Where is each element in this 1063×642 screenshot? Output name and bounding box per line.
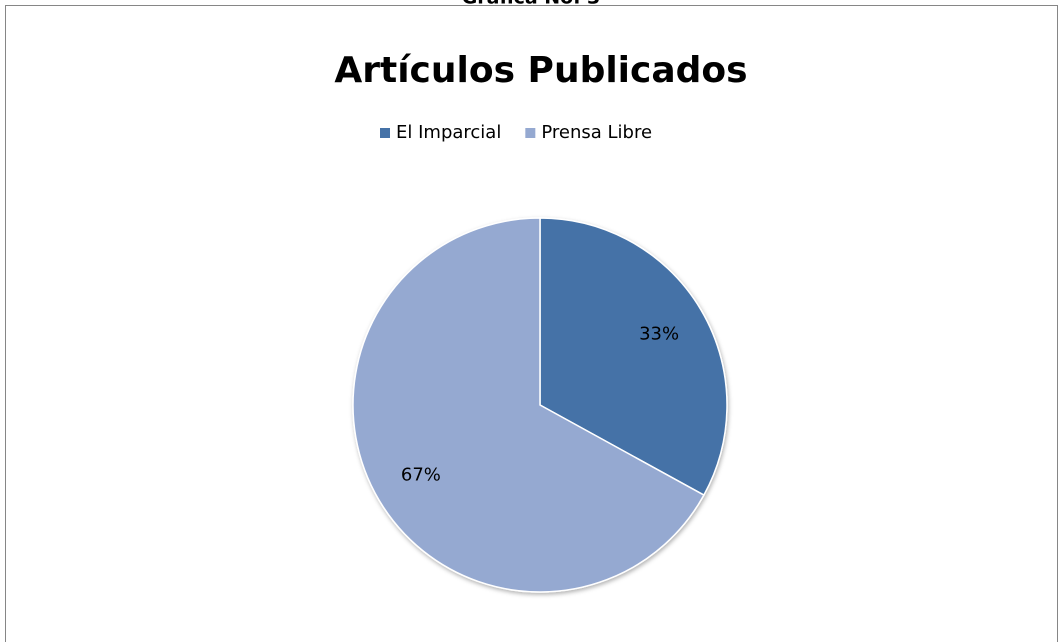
data-label: 33% <box>639 324 679 345</box>
pie <box>352 217 728 593</box>
legend-label: Prensa Libre <box>541 122 652 143</box>
chart-title: Artículos Publicados <box>334 50 747 91</box>
legend-swatch <box>525 128 536 138</box>
legend-swatch <box>380 128 390 138</box>
legend-label: El Imparcial <box>396 122 501 143</box>
data-label: 67% <box>401 464 441 485</box>
pie-slice <box>539 217 728 497</box>
chart-caption: Gráfica No. 3 <box>462 0 601 9</box>
pie-slice <box>352 217 705 593</box>
